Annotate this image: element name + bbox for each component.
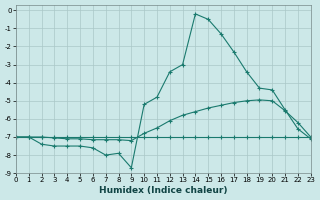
X-axis label: Humidex (Indice chaleur): Humidex (Indice chaleur) xyxy=(99,186,228,195)
